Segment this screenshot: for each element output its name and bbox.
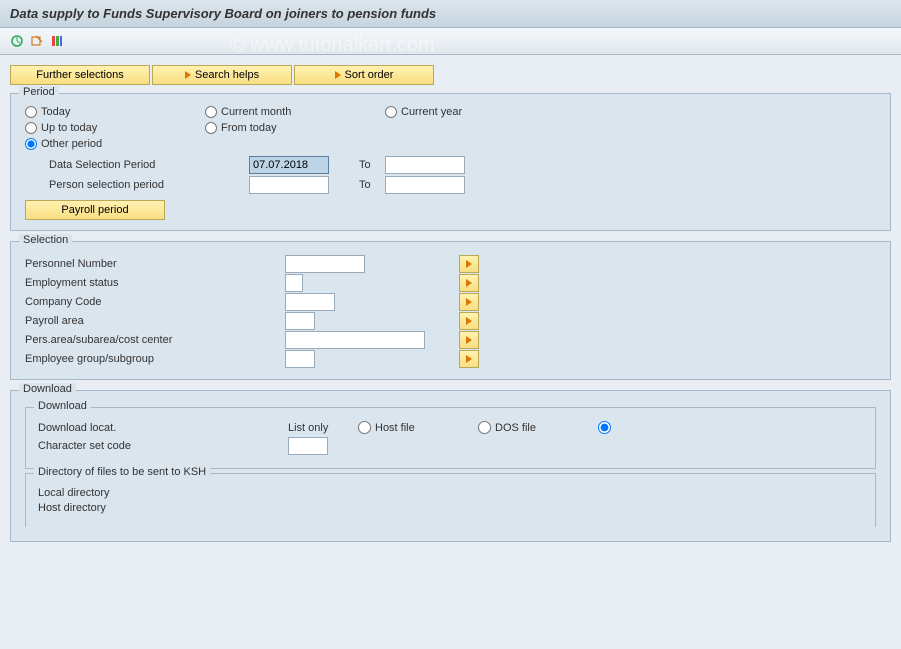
multiple-selection-button[interactable] [459, 331, 479, 349]
variant-icon[interactable] [28, 32, 46, 50]
search-helps-label: Search helps [195, 69, 259, 81]
layout-icon[interactable] [48, 32, 66, 50]
download-locat-label: Download locat. [38, 422, 288, 434]
person-selection-from-input[interactable] [249, 176, 329, 194]
search-helps-button[interactable]: Search helps [152, 65, 292, 85]
main-area: Further selections Search helps Sort ord… [0, 55, 901, 649]
selection-title: Selection [19, 234, 72, 246]
selection-row: Pers.area/subarea/cost center [25, 331, 876, 349]
selection-group: Selection Personnel NumberEmployment sta… [10, 241, 891, 380]
selection-label: Employment status [25, 277, 285, 289]
arrow-right-icon [335, 71, 341, 79]
selection-input[interactable] [285, 255, 365, 273]
payroll-period-button[interactable]: Payroll period [25, 200, 165, 220]
arrow-right-icon [466, 279, 472, 287]
arrow-right-icon [466, 336, 472, 344]
list-only-label: List only [288, 422, 358, 434]
selection-label: Employee group/subgroup [25, 353, 285, 365]
sort-order-label: Sort order [345, 69, 394, 81]
multiple-selection-button[interactable] [459, 293, 479, 311]
radio-host-file[interactable]: Host file [358, 421, 478, 434]
selection-input[interactable] [285, 350, 315, 368]
further-selections-button[interactable]: Further selections [10, 65, 150, 85]
execute-icon[interactable] [8, 32, 26, 50]
selection-input[interactable] [285, 331, 425, 349]
data-selection-period-label: Data Selection Period [49, 159, 249, 171]
selection-row: Employee group/subgroup [25, 350, 876, 368]
arrow-right-icon [466, 298, 472, 306]
selection-row: Personnel Number [25, 255, 876, 273]
person-selection-to-input[interactable] [385, 176, 465, 194]
multiple-selection-button[interactable] [459, 350, 479, 368]
selection-label: Company Code [25, 296, 285, 308]
directory-title: Directory of files to be sent to KSH [34, 466, 210, 478]
to-label: To [359, 179, 371, 191]
radio-dl-selected[interactable] [598, 421, 718, 434]
data-selection-to-input[interactable] [385, 156, 465, 174]
selection-input[interactable] [285, 312, 315, 330]
selection-input[interactable] [285, 293, 335, 311]
arrow-right-icon [466, 260, 472, 268]
download-title: Download [19, 383, 76, 395]
selection-row: Payroll area [25, 312, 876, 330]
download-inner-group: Download Download locat. List only Host … [25, 407, 876, 469]
directory-group: Directory of files to be sent to KSH Loc… [25, 473, 876, 527]
radio-up-to-today[interactable]: Up to today [25, 122, 205, 134]
page-title: Data supply to Funds Supervisory Board o… [0, 0, 901, 28]
period-title: Period [19, 86, 59, 98]
radio-other-period[interactable]: Other period [25, 138, 205, 150]
charset-label: Character set code [38, 440, 288, 452]
radio-current-year[interactable]: Current year [385, 106, 565, 118]
selection-label: Payroll area [25, 315, 285, 327]
selection-label: Personnel Number [25, 258, 285, 270]
app-toolbar [0, 28, 901, 55]
radio-current-month[interactable]: Current month [205, 106, 385, 118]
selection-label: Pers.area/subarea/cost center [25, 334, 285, 346]
multiple-selection-button[interactable] [459, 312, 479, 330]
period-group: Period Today Current month Current year … [10, 93, 891, 231]
download-group: Download Download Download locat. List o… [10, 390, 891, 542]
local-directory-label: Local directory [38, 487, 288, 499]
arrow-right-icon [466, 317, 472, 325]
multiple-selection-button[interactable] [459, 255, 479, 273]
sort-order-button[interactable]: Sort order [294, 65, 434, 85]
button-row: Further selections Search helps Sort ord… [10, 65, 891, 85]
radio-today[interactable]: Today [25, 106, 205, 118]
arrow-right-icon [185, 71, 191, 79]
download-inner-title: Download [34, 400, 91, 412]
to-label: To [359, 159, 371, 171]
person-selection-period-label: Person selection period [49, 179, 249, 191]
radio-dos-file[interactable]: DOS file [478, 421, 598, 434]
multiple-selection-button[interactable] [459, 274, 479, 292]
charset-input[interactable] [288, 437, 328, 455]
selection-input[interactable] [285, 274, 303, 292]
radio-from-today[interactable]: From today [205, 122, 385, 134]
selection-row: Company Code [25, 293, 876, 311]
host-directory-label: Host directory [38, 502, 288, 514]
arrow-right-icon [466, 355, 472, 363]
data-selection-from-input[interactable] [249, 156, 329, 174]
selection-row: Employment status [25, 274, 876, 292]
